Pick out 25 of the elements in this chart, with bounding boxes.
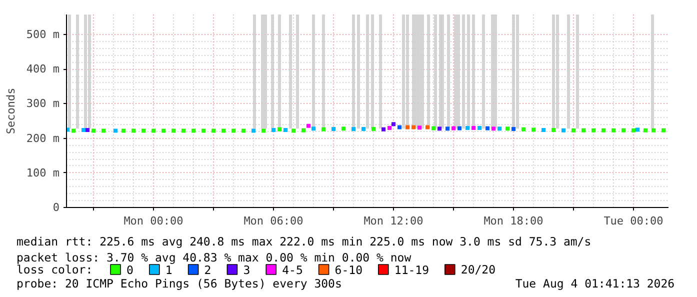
text: probe: 20 ICMP Echo Pings (56 Bytes) every 300s bbox=[16, 276, 342, 290]
x-tick-label: Mon 18:00 bbox=[484, 214, 544, 228]
legend-label: 6-10 bbox=[334, 263, 363, 277]
text: packet loss: 3.70 % avg 40.83 % max 0.00 % min 0.00 % now bbox=[16, 250, 412, 264]
y-axis-title: Seconds bbox=[4, 88, 18, 134]
legend-label: 0 bbox=[126, 263, 134, 277]
legend-label: 1 bbox=[165, 263, 172, 277]
legend-title: loss color: bbox=[16, 262, 93, 276]
legend-label: 11-19 bbox=[394, 263, 430, 277]
text: median rtt: 225.6 ms avg 240.8 ms max 222.0 ms min 225.0 ms now 3.0 ms sd 75.3 am/s bbox=[16, 234, 592, 248]
x-tick-label: Mon 12:00 bbox=[364, 214, 424, 228]
x-tick-label: Mon 06:00 bbox=[244, 214, 304, 228]
y-tick-label: 100 m bbox=[26, 166, 60, 180]
y-tick-label: 0 bbox=[52, 201, 60, 214]
y-tick-label: 400 m bbox=[26, 62, 60, 76]
legend-label: 20/20 bbox=[460, 262, 496, 276]
y-tick-label: 200 m bbox=[26, 132, 60, 145]
legend-label: 3 bbox=[243, 263, 250, 277]
legend-label: 4-5 bbox=[282, 263, 303, 277]
x-tick-label: Mon 00:00 bbox=[124, 214, 184, 228]
y-tick-label: 300 m bbox=[26, 97, 60, 110]
y-tick-label: 500 m bbox=[26, 28, 60, 42]
legend-label: 2 bbox=[204, 263, 212, 277]
x-tick-label: Tue 00:00 bbox=[604, 214, 664, 228]
text: Tue Aug 4 01:41:13 2026 bbox=[515, 276, 675, 290]
